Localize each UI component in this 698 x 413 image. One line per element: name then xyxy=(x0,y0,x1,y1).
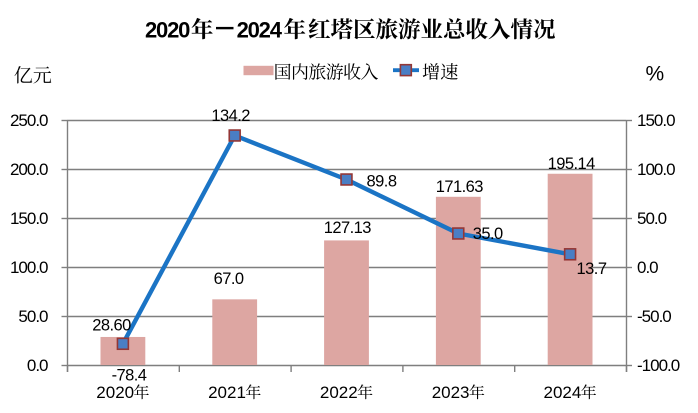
svg-text:100.0: 100.0 xyxy=(10,258,48,277)
svg-text:134.2: 134.2 xyxy=(211,107,250,125)
svg-text:150.0: 150.0 xyxy=(637,111,675,130)
svg-text:67.0: 67.0 xyxy=(214,270,244,288)
svg-text:35.0: 35.0 xyxy=(473,225,503,243)
svg-text:171.63: 171.63 xyxy=(436,178,484,196)
svg-text:2022: 2022 xyxy=(320,383,358,402)
svg-text:0.0: 0.0 xyxy=(637,258,658,277)
svg-text:-78.4: -78.4 xyxy=(112,367,147,385)
svg-text:2024: 2024 xyxy=(544,383,582,402)
svg-text:2020: 2020 xyxy=(96,383,134,402)
svg-text:-100.0: -100.0 xyxy=(637,356,680,375)
svg-text:2021: 2021 xyxy=(208,383,246,402)
svg-text:127.13: 127.13 xyxy=(324,219,372,237)
svg-text:2023: 2023 xyxy=(432,383,470,402)
svg-text:28.60: 28.60 xyxy=(92,317,131,335)
svg-text:150.0: 150.0 xyxy=(10,209,48,228)
svg-text:89.8: 89.8 xyxy=(367,173,397,191)
svg-text:13.7: 13.7 xyxy=(577,260,607,278)
svg-text:2024: 2024 xyxy=(237,17,283,42)
svg-text:50.0: 50.0 xyxy=(18,307,48,326)
svg-text:250.0: 250.0 xyxy=(10,111,48,130)
svg-text:195.14: 195.14 xyxy=(548,155,596,173)
svg-text:0.0: 0.0 xyxy=(27,356,48,375)
svg-text:%: % xyxy=(646,63,665,86)
svg-text:2020: 2020 xyxy=(145,17,190,42)
svg-text:200.0: 200.0 xyxy=(10,160,48,179)
svg-text:-50.0: -50.0 xyxy=(637,307,671,326)
svg-text:50.0: 50.0 xyxy=(637,209,667,228)
svg-text:100.0: 100.0 xyxy=(637,160,675,179)
